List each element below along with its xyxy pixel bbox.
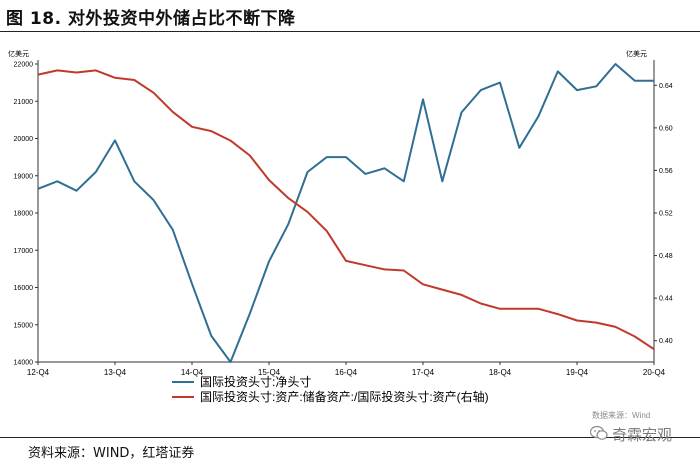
legend-label-net-position: 国际投资头寸:净头寸 — [200, 374, 311, 389]
left-tick-label: 15000 — [14, 322, 34, 329]
wechat-icon — [590, 425, 608, 440]
left-tick-label: 19000 — [14, 173, 34, 180]
left-tick-label: 17000 — [14, 248, 34, 255]
figure-title: 图 18. 对外投资中外储占比不断下降 — [6, 9, 296, 29]
right-tick-label: 0.44 — [659, 296, 673, 303]
left-tick-label: 20000 — [14, 136, 34, 143]
x-tick-label: 19-Q4 — [566, 368, 589, 377]
x-tick-label: 12-Q4 — [27, 368, 50, 377]
brand-name: 奇霖宏观 — [612, 426, 673, 444]
dual-axis-line-chart: 亿美元 亿美元 14000 15000 16000 17000 18000 19000 2000… — [8, 49, 673, 404]
x-tick-label: 13-Q4 — [104, 368, 127, 377]
x-tick-label: 17-Q4 — [412, 368, 435, 377]
right-tick-label: 0.60 — [659, 125, 673, 132]
series-line-reserve-ratio — [37, 69, 655, 351]
x-tick-label: 18-Q4 — [489, 368, 512, 377]
legend-label-reserve-ratio: 国际投资头寸:资产:储备资产:/国际投资头寸:资产(右轴) — [200, 389, 489, 404]
right-tick-label: 0.40 — [659, 338, 673, 345]
series-line-net-position — [37, 63, 654, 363]
left-axis-unit: 亿美元 — [8, 49, 29, 58]
left-tick-label: 21000 — [14, 99, 34, 106]
title-divider — [0, 31, 700, 32]
x-tick-label: 16-Q4 — [335, 368, 358, 377]
footer-divider — [0, 437, 700, 438]
x-tick-label: 14-Q4 — [181, 368, 204, 377]
chart-legend: 国际投资头寸:净头寸 国际投资头寸:资产:储备资产:/国际投资头寸:资产(右轴) — [172, 374, 489, 404]
right-tick-label: 0.52 — [659, 211, 673, 218]
left-tick-label: 16000 — [14, 285, 34, 292]
left-tick-label: 14000 — [14, 360, 34, 367]
x-tick-label: 15-Q4 — [258, 368, 281, 377]
x-tick-label: 20-Q4 — [643, 368, 666, 377]
source-note: 资料来源：WIND，红塔证券 — [28, 446, 195, 461]
watermark-text: 数据来源：Wind — [592, 411, 651, 420]
left-tick-label: 18000 — [14, 211, 34, 218]
right-tick-label: 0.48 — [659, 253, 673, 260]
right-tick-label: 0.64 — [659, 83, 673, 90]
right-tick-label: 0.56 — [659, 168, 673, 175]
right-axis-unit: 亿美元 — [626, 49, 647, 58]
left-tick-label: 22000 — [14, 62, 34, 69]
